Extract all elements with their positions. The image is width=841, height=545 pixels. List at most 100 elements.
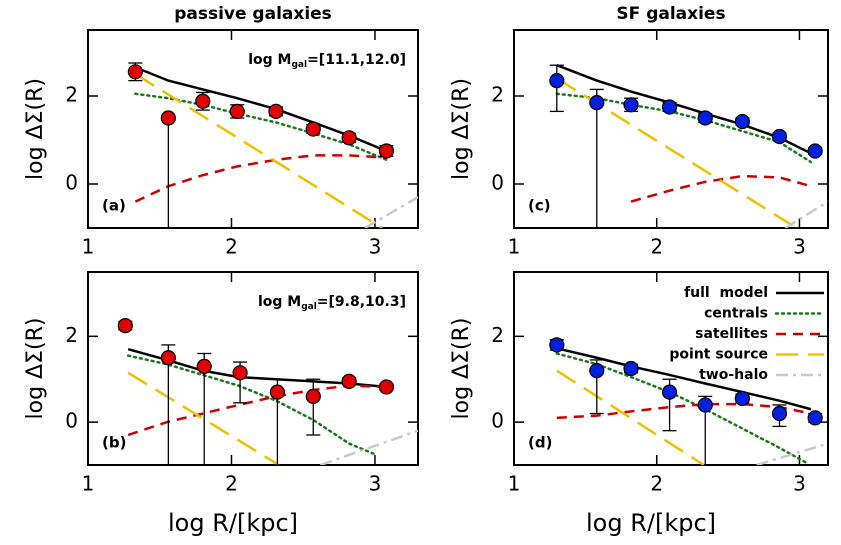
y-axis-label: log ΔΣ(R) bbox=[23, 318, 48, 420]
data-point bbox=[623, 360, 639, 377]
y-axis-label: log ΔΣ(R) bbox=[449, 318, 474, 420]
data-point bbox=[160, 350, 176, 366]
x-tick-label: 2 bbox=[225, 472, 238, 496]
mass-sub: gal bbox=[301, 302, 317, 312]
legend-label: two-halo bbox=[699, 367, 768, 383]
panel-title: SF galaxies bbox=[616, 4, 725, 24]
mass-range: log Mgal=[11.1,12.0] bbox=[248, 52, 406, 70]
data-point bbox=[305, 121, 321, 137]
data-point bbox=[549, 72, 565, 89]
model-line bbox=[127, 371, 280, 465]
panel: 1 2 3 0 2 SF galaxies log ΔΣ(R) (c) bbox=[449, 4, 829, 259]
model-line bbox=[126, 354, 377, 456]
frame bbox=[87, 29, 419, 229]
data-point bbox=[305, 388, 321, 404]
x-tick-label: 1 bbox=[508, 235, 521, 259]
data-point bbox=[378, 379, 395, 395]
x-tick-label: 2 bbox=[650, 472, 663, 496]
panel: 1 2 3 0 2 passive galaxies log ΔΣ(R) (a) log Mga… bbox=[23, 4, 419, 259]
x-tick-label: 3 bbox=[793, 472, 806, 496]
mass-prefix: log M bbox=[258, 294, 301, 310]
y-tick-label: 2 bbox=[491, 83, 504, 107]
data-point bbox=[771, 405, 788, 422]
data-point bbox=[117, 318, 133, 334]
legend-label: full model bbox=[684, 285, 768, 301]
panel-label: (b) bbox=[102, 434, 126, 452]
panel: 1 2 3 0 2 log ΔΣ(R) log R/[kpc] (b) log Mgal=[9.… bbox=[23, 271, 419, 537]
model-line bbox=[364, 196, 418, 228]
data-point bbox=[127, 64, 143, 80]
data-point bbox=[229, 103, 245, 120]
x-tick-label: 3 bbox=[793, 235, 806, 259]
y-tick-label: 0 bbox=[491, 171, 504, 195]
x-tick-label: 2 bbox=[225, 235, 238, 259]
y-axis-label: log ΔΣ(R) bbox=[449, 78, 474, 180]
mass-range: log Mgal=[9.8,10.3] bbox=[258, 294, 406, 312]
mass-sub: gal bbox=[291, 60, 307, 70]
y-tick-label: 2 bbox=[65, 323, 78, 347]
x-tick-label: 1 bbox=[508, 472, 521, 496]
x-axis-label: log R/[kpc] bbox=[168, 509, 298, 537]
panel-label: (d) bbox=[528, 434, 552, 452]
plot-area bbox=[127, 62, 418, 228]
data-point bbox=[589, 363, 605, 379]
x-tick-label: 2 bbox=[650, 235, 663, 259]
model-line bbox=[134, 154, 387, 203]
y-tick-label: 2 bbox=[491, 323, 504, 347]
model-line bbox=[630, 174, 812, 203]
x-tick-label: 1 bbox=[82, 235, 95, 259]
data-point bbox=[697, 110, 713, 126]
mass-prefix: log M bbox=[248, 52, 291, 68]
legend-label: centrals bbox=[704, 306, 768, 322]
model-line bbox=[134, 72, 383, 228]
x-tick-label: 1 bbox=[82, 472, 95, 496]
x-tick-label: 3 bbox=[369, 472, 382, 496]
y-tick-label: 0 bbox=[65, 171, 78, 195]
panel-title: passive galaxies bbox=[174, 4, 332, 24]
data-point bbox=[734, 113, 750, 130]
plot-area bbox=[549, 337, 828, 465]
model-line bbox=[556, 347, 812, 411]
panel-label: (a) bbox=[102, 197, 126, 215]
panel-label: (c) bbox=[528, 197, 551, 215]
data-point bbox=[697, 397, 713, 413]
error-bar bbox=[549, 64, 564, 113]
error-bar bbox=[161, 117, 176, 228]
plot-area bbox=[549, 64, 828, 228]
y-tick-label: 0 bbox=[65, 409, 78, 433]
panel: 1 2 3 0 2 log ΔΣ(R) log R/[kpc] (d) full model ce… bbox=[449, 271, 829, 537]
error-bar bbox=[306, 378, 321, 436]
model-line bbox=[556, 369, 705, 465]
data-point bbox=[661, 384, 678, 400]
data-point bbox=[196, 358, 212, 374]
x-tick-label: 3 bbox=[369, 235, 382, 259]
data-point bbox=[623, 97, 639, 113]
error-bar bbox=[589, 88, 604, 228]
data-point bbox=[734, 390, 750, 407]
legend-label: point source bbox=[669, 347, 768, 363]
data-point bbox=[807, 410, 823, 426]
y-axis-label: log ΔΣ(R) bbox=[23, 78, 48, 180]
legend-label: satellites bbox=[695, 326, 768, 342]
data-point bbox=[341, 373, 357, 389]
frame bbox=[513, 29, 829, 229]
plot-area bbox=[117, 318, 418, 465]
data-point bbox=[160, 110, 176, 126]
model-line bbox=[784, 200, 828, 228]
data-point bbox=[195, 93, 211, 109]
frame bbox=[87, 271, 419, 466]
data-point bbox=[807, 143, 823, 159]
data-point bbox=[589, 94, 605, 111]
data-point bbox=[268, 103, 284, 120]
data-point bbox=[341, 130, 357, 146]
data-point bbox=[232, 365, 248, 381]
frame bbox=[513, 271, 829, 466]
data-point bbox=[661, 99, 678, 115]
data-point bbox=[549, 337, 565, 353]
data-point bbox=[378, 143, 395, 159]
model-line bbox=[320, 429, 418, 465]
mass-range-value: =[11.1,12.0] bbox=[307, 52, 406, 68]
data-point bbox=[771, 128, 788, 145]
x-axis-label: log R/[kpc] bbox=[586, 509, 716, 537]
